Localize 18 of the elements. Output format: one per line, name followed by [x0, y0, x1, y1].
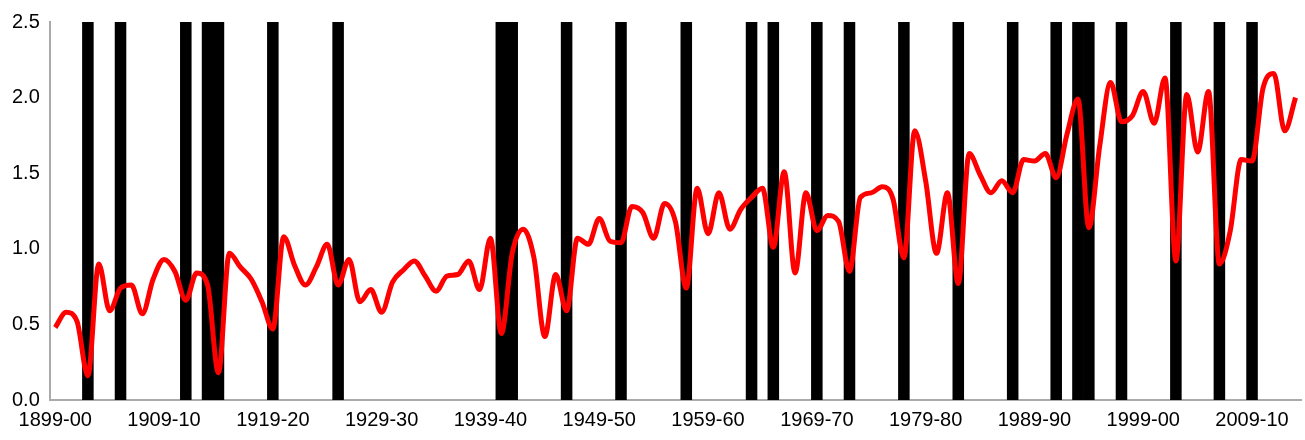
x-tick-label: 1919-20	[236, 407, 310, 430]
x-tick-label: 1909-10	[127, 407, 201, 430]
y-tick-label: 0.0	[11, 387, 40, 410]
x-tick-label: 1899-00	[18, 407, 92, 430]
x-tick-label: 1959-60	[671, 407, 745, 430]
x-tick-label: 1989-90	[997, 407, 1072, 430]
y-tick-label: 2.0	[11, 85, 40, 108]
x-tick-label: 1969-70	[780, 407, 854, 430]
x-tick-label: 1999-00	[1106, 407, 1180, 430]
x-tick-label: 1949-50	[562, 407, 636, 430]
y-tick-label: 1.0	[11, 236, 40, 259]
x-tick-label: 1929-30	[344, 407, 419, 430]
y-tick-label: 0.5	[11, 311, 40, 334]
x-tick-label: 1979-80	[888, 407, 963, 430]
y-tick-label: 1.5	[11, 160, 40, 183]
x-tick-label: 1939-40	[453, 407, 528, 430]
x-tick-label: 2009-10	[1215, 407, 1289, 430]
y-tick-label: 2.5	[11, 9, 40, 32]
